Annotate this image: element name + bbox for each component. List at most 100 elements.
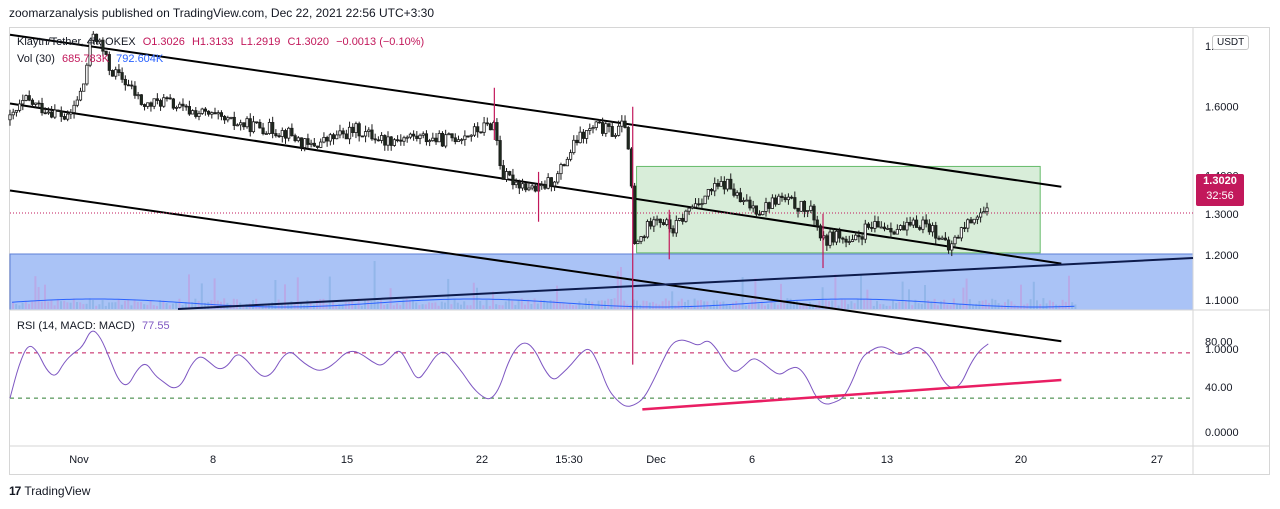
candle-up <box>930 225 935 233</box>
volume-bar <box>959 303 962 309</box>
candle-up <box>985 207 989 213</box>
volume-bar <box>424 304 427 309</box>
volume-bar <box>943 299 946 309</box>
candle-up <box>725 178 730 190</box>
price-tick-label: 1.2000 <box>1205 250 1239 262</box>
candle-up <box>953 236 957 245</box>
volume-bar <box>159 300 162 309</box>
candle-up <box>363 131 368 137</box>
volume-bar <box>972 304 974 309</box>
candle-up <box>620 120 624 127</box>
volume-bar <box>360 305 363 309</box>
candle-up <box>806 210 810 212</box>
volume-bar <box>1045 303 1048 309</box>
candle-down <box>40 103 44 114</box>
rsi-tick-label: 80.00 <box>1205 337 1233 349</box>
volume-bar <box>120 304 123 309</box>
candle-down <box>383 135 387 146</box>
candle-up <box>504 171 509 180</box>
candle-up <box>82 83 86 92</box>
volume-bar <box>684 301 686 309</box>
candle-up <box>898 225 903 230</box>
tradingview-logo[interactable]: 17 TradingView <box>9 484 90 498</box>
volume-bar <box>962 287 965 309</box>
volume-bar <box>872 305 875 309</box>
candle-up <box>402 137 406 142</box>
volume-bar <box>904 301 907 309</box>
candle-down <box>748 199 752 209</box>
candle-up <box>520 183 525 189</box>
candle-up <box>591 127 595 130</box>
candle-down <box>373 138 377 141</box>
volume-label[interactable]: Vol (30) <box>17 53 55 65</box>
volume-bar <box>136 302 139 309</box>
candle-up <box>386 136 390 146</box>
candle-up <box>719 181 723 187</box>
symbol-label[interactable]: Klaytn/Tether, 4h, OKEX <box>17 36 136 48</box>
volume-bar <box>754 278 757 309</box>
volume-bar <box>584 298 587 309</box>
time-tick-label: 15 <box>341 454 353 466</box>
volume-bar <box>242 305 245 309</box>
currency-button[interactable]: USDT <box>1212 35 1250 50</box>
candle-up <box>847 241 851 243</box>
candle-up <box>514 181 518 186</box>
volume-bar <box>914 299 917 309</box>
candle-down <box>485 122 489 125</box>
volume-bar <box>735 301 738 309</box>
volume-bar <box>901 281 904 309</box>
candle-down <box>117 69 121 73</box>
channel-line-1[interactable] <box>9 33 1062 188</box>
candle-up <box>863 223 867 240</box>
volume-bar <box>236 299 238 309</box>
candle-down <box>142 104 147 107</box>
candle-up <box>437 132 441 143</box>
volume-bar <box>824 299 827 309</box>
candle-down <box>232 116 236 126</box>
volume-bar <box>741 277 744 309</box>
volume-bar <box>460 304 462 309</box>
volume-bar <box>440 301 443 309</box>
consolidation-rectangle[interactable] <box>636 165 1041 254</box>
rsi-trendline[interactable] <box>642 378 1062 411</box>
candle-up <box>303 138 307 148</box>
channel-line-3[interactable] <box>9 189 1062 343</box>
candle-down <box>299 137 304 148</box>
candle-down <box>312 142 316 147</box>
volume-bar <box>578 301 581 309</box>
volume-bar <box>514 304 517 309</box>
candle-up <box>645 221 650 238</box>
volume-bar <box>655 303 658 309</box>
low-value: L1.2919 <box>240 36 281 48</box>
volume-bar <box>463 301 466 309</box>
volume-bar <box>911 305 914 309</box>
change-value: −0.0013 (−0.10%) <box>336 36 425 48</box>
volume-legend: Vol (30) 685.783K 792.604K <box>17 53 167 65</box>
volume-bar <box>821 287 824 309</box>
rsi-label[interactable]: RSI (14, MACD: MACD) <box>17 320 135 332</box>
candle-down <box>857 234 861 238</box>
volume-bar <box>21 302 24 309</box>
candle-up <box>770 197 774 209</box>
candle-up <box>568 152 573 160</box>
candle-down <box>207 110 211 115</box>
rising-trendline[interactable] <box>177 257 1194 310</box>
candle-up <box>69 112 73 115</box>
volume-bar <box>565 304 568 309</box>
volume-bar <box>316 299 318 309</box>
volume-bar <box>623 300 626 309</box>
volume-bar <box>56 298 59 309</box>
volume-bar <box>690 305 693 309</box>
candle-down <box>607 123 611 127</box>
candle-up <box>347 126 352 140</box>
candle-up <box>85 64 89 85</box>
volume-bar <box>140 302 142 309</box>
candle-down <box>793 197 797 209</box>
volume-bar <box>204 302 206 309</box>
candle-up <box>392 139 397 146</box>
time-tick-label: Dec <box>646 454 666 466</box>
candle-down <box>732 188 736 196</box>
volume-bar <box>156 305 158 309</box>
volume-bar <box>402 299 405 309</box>
